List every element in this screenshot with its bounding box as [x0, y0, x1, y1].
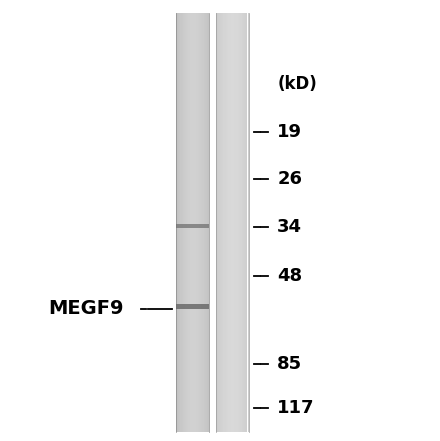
Bar	[241, 13, 242, 432]
Bar	[194, 13, 196, 432]
Text: 117: 117	[277, 399, 315, 417]
Bar	[180, 13, 182, 432]
Bar	[247, 13, 249, 432]
Text: 48: 48	[277, 267, 302, 284]
Bar	[185, 13, 186, 432]
Bar	[196, 13, 197, 432]
Text: (kD): (kD)	[277, 75, 317, 93]
Bar	[223, 13, 224, 432]
Text: MEGF9: MEGF9	[48, 299, 124, 318]
Bar	[240, 13, 241, 432]
Bar	[177, 13, 178, 432]
Bar	[189, 13, 191, 432]
Bar	[187, 13, 188, 432]
Bar	[233, 13, 234, 432]
Bar	[224, 13, 225, 432]
Bar	[176, 224, 209, 228]
Bar	[235, 13, 237, 432]
Bar	[208, 13, 209, 432]
Bar	[200, 13, 202, 432]
Bar	[199, 13, 200, 432]
Bar	[176, 304, 209, 309]
Text: 19: 19	[277, 123, 302, 141]
Bar	[205, 13, 206, 432]
Bar	[182, 13, 183, 432]
Bar	[184, 13, 185, 432]
Bar	[220, 13, 221, 432]
Bar	[176, 13, 177, 432]
Bar	[206, 13, 207, 432]
Bar	[230, 13, 231, 432]
Bar	[178, 13, 180, 432]
Bar	[222, 13, 223, 432]
Bar	[198, 13, 199, 432]
Bar	[225, 13, 227, 432]
Bar	[221, 13, 222, 432]
Bar	[197, 13, 198, 432]
Text: 34: 34	[277, 218, 302, 236]
Bar	[202, 13, 203, 432]
Bar	[218, 13, 219, 432]
Bar	[238, 13, 240, 432]
Bar	[232, 13, 233, 432]
Bar	[207, 13, 208, 432]
Bar	[237, 13, 238, 432]
Bar	[190, 13, 191, 432]
Bar	[186, 13, 187, 432]
Bar	[246, 13, 247, 432]
Bar	[183, 13, 184, 432]
Bar	[188, 13, 189, 432]
Text: 85: 85	[277, 355, 302, 373]
Bar	[229, 13, 230, 432]
Bar	[219, 13, 220, 432]
Text: 26: 26	[277, 170, 302, 187]
Bar	[228, 13, 229, 432]
Bar	[231, 13, 232, 432]
Bar	[191, 13, 193, 432]
Bar	[227, 13, 228, 432]
Bar	[234, 13, 235, 432]
Bar	[244, 13, 245, 432]
Bar	[242, 13, 243, 432]
Bar	[203, 13, 205, 432]
Bar	[193, 13, 194, 432]
Bar	[216, 13, 218, 432]
Bar	[243, 13, 244, 432]
